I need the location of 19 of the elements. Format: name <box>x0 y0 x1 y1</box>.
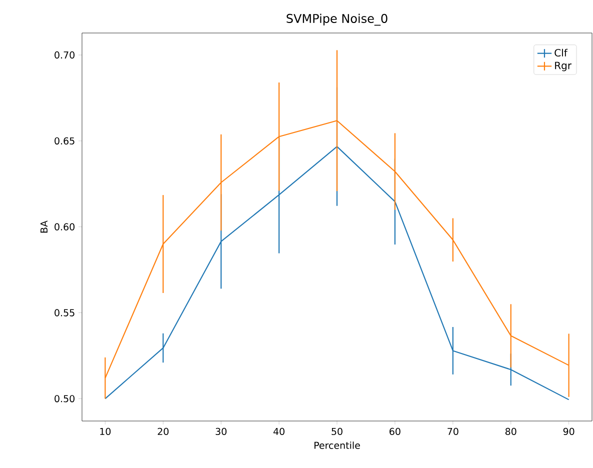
x-axis-title: Percentile <box>314 442 360 449</box>
y-axis-title: BA <box>40 220 48 233</box>
y-tick-label: 0.65 <box>54 137 74 145</box>
x-tick-label: 30 <box>216 428 226 436</box>
x-tick-label: 60 <box>390 428 400 436</box>
y-tick-label: 0.55 <box>54 309 74 316</box>
x-tick-label: 10 <box>100 428 111 436</box>
x-tick-label: 40 <box>273 428 284 436</box>
legend-label: Rgr <box>555 62 572 72</box>
y-tick-label: 0.50 <box>54 395 74 402</box>
x-tick-label: 80 <box>505 428 516 436</box>
chart-title: SVMPipe Noise_0 <box>286 14 388 26</box>
legend-label: Clf <box>554 48 568 57</box>
x-tick-label: 90 <box>563 428 574 436</box>
x-tick-label: 50 <box>332 428 342 436</box>
x-tick-label: 70 <box>448 428 458 436</box>
y-tick-label: 0.70 <box>54 51 74 59</box>
x-tick-label: 20 <box>158 428 169 436</box>
y-tick-label: 0.60 <box>54 223 74 230</box>
